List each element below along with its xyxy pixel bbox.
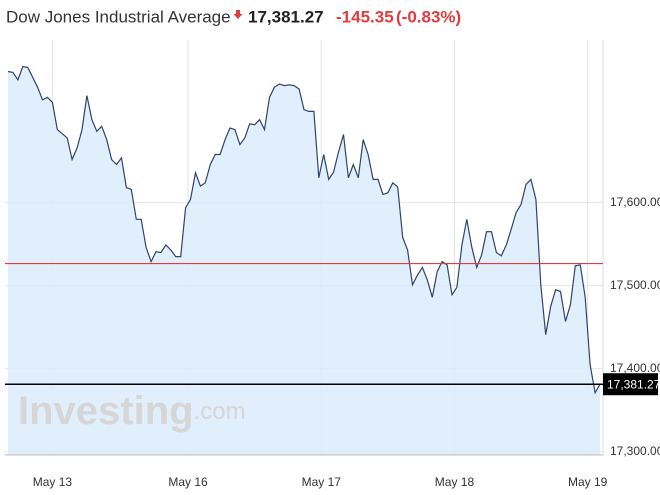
chart-title: Dow Jones Industrial Average <box>6 7 231 26</box>
x-tick-label: May 19 <box>568 475 608 489</box>
watermark-main: Investing <box>18 389 194 433</box>
x-tick-label: May 16 <box>168 475 208 489</box>
last-value-label: 17,381.27 <box>607 377 660 391</box>
watermark: Investing.com <box>18 389 246 433</box>
change-percent: (-0.83%) <box>396 7 461 26</box>
y-tick-label: 17,400.00 <box>610 361 660 375</box>
change: -145.35 <box>336 7 394 26</box>
x-tick-label: May 18 <box>435 475 475 489</box>
last-value-box <box>603 373 658 396</box>
x-tick-label: May 13 <box>33 475 73 489</box>
watermark-suffix: .com <box>194 398 246 425</box>
line <box>7 65 601 395</box>
y-tick-label: 17,500.00 <box>610 278 660 292</box>
y-tick-label: 17,600.00 <box>610 195 660 209</box>
price: 17,381.27 <box>248 7 324 26</box>
y-tick-label: 17,300.00 <box>610 444 660 458</box>
x-tick-label: May 17 <box>302 475 342 489</box>
area <box>8 66 600 455</box>
down-arrow <box>233 10 243 19</box>
